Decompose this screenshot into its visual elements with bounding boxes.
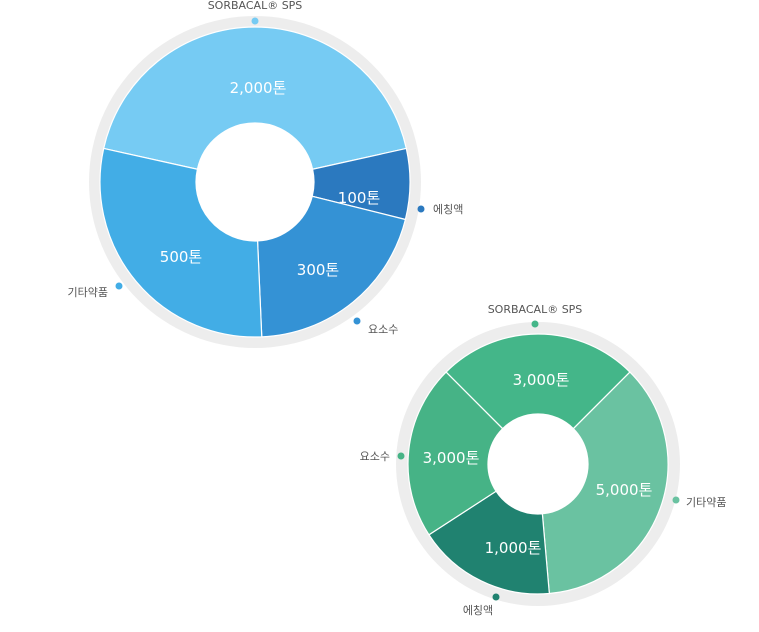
legend-marker-dot bbox=[251, 17, 259, 25]
legend-marker-dot bbox=[353, 317, 361, 325]
slice-category-label: 요소수 bbox=[368, 323, 398, 336]
slice-value-label: 500톤 bbox=[160, 248, 202, 266]
donut-hole bbox=[196, 123, 314, 241]
legend-marker-dot bbox=[531, 320, 539, 328]
slice-category-label: 에칭액 bbox=[433, 203, 463, 216]
slice-value-label: 1,000톤 bbox=[485, 539, 542, 557]
slice-category-label: 기타약품 bbox=[686, 495, 726, 509]
slice-value-label: 2,000톤 bbox=[230, 79, 287, 97]
slice-value-label: 3,000톤 bbox=[423, 449, 480, 467]
slice-value-label: 5,000톤 bbox=[596, 481, 653, 499]
slice-category-label: SORBACAL® SPS bbox=[488, 303, 583, 316]
slice-category-label: 에칭액 bbox=[463, 604, 493, 617]
slice-category-label: 기타약품 bbox=[68, 285, 108, 299]
legend-marker-dot bbox=[492, 593, 500, 601]
legend-marker-dot bbox=[417, 205, 425, 213]
slice-category-label: SORBACAL® SPS bbox=[208, 0, 303, 12]
slice-value-label: 100톤 bbox=[338, 189, 380, 207]
slice-value-label: 3,000톤 bbox=[513, 371, 570, 389]
legend-marker-dot bbox=[672, 496, 680, 504]
donut-hole bbox=[488, 414, 588, 514]
legend-marker-dot bbox=[397, 452, 405, 460]
slice-category-label: 요소수 bbox=[360, 450, 390, 463]
legend-marker-dot bbox=[115, 282, 123, 290]
slice-value-label: 300톤 bbox=[297, 261, 339, 279]
